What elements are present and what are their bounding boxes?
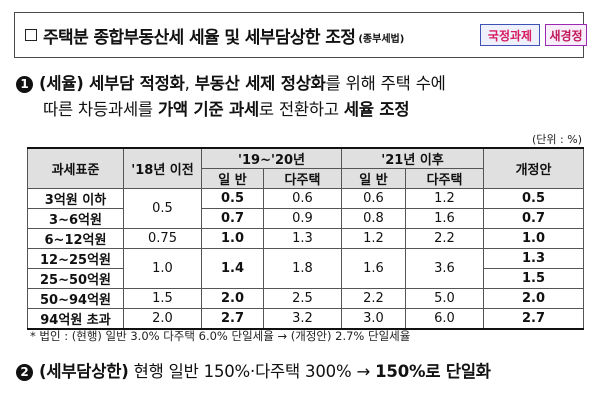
- number-badge-2: 2: [16, 364, 33, 381]
- y19-general-cell: 2.7: [201, 308, 264, 330]
- tax-rate-table: 과세표준 '18년 이전 '19~'20년 '21년 이후 개정안 일 반 다주…: [27, 147, 585, 330]
- header-group-1920: '19~'20년: [201, 147, 342, 169]
- corporate-note: * 법인 : (현행) 일반 3.0% 다주택 6.0% 단일세율 → (개정안…: [30, 329, 411, 343]
- pre18-cell: 1.0: [123, 248, 202, 289]
- y19-multi-cell: 0.6: [263, 188, 342, 209]
- section1-line2-bold-b: 가액 기준 과세: [157, 100, 259, 119]
- section1-text-d: 를 위해 주택 수에: [325, 74, 446, 93]
- table-row: 3억원 이하 0.5 0.5 0.6 0.6 1.2 0.5: [27, 188, 585, 229]
- new-economic-policy-badge: 새경정: [545, 24, 587, 46]
- y21-general-cell: 0.6: [341, 188, 406, 209]
- revised-cell: 1.0: [483, 228, 585, 249]
- revised-cell: 0.7: [483, 208, 585, 229]
- y19-multi-cell: 2.5: [263, 288, 342, 309]
- page-title-sub: (종부세법): [358, 33, 405, 45]
- pre18-cell: 1.5: [123, 288, 202, 309]
- y21-multi-cell: 1.2: [404, 188, 485, 209]
- number-badge-1: 1: [16, 76, 33, 93]
- y21-multi-cell: 5.0: [404, 288, 485, 309]
- bracket-cell: 50~94억원: [27, 288, 124, 309]
- section1-text-b: ,: [184, 74, 195, 93]
- section1-bold-a: (세율) 세부담 적정화: [39, 74, 185, 93]
- section1-line2: 따른 차등과세를 가액 기준 과세로 전환하고 세율 조정: [16, 97, 588, 123]
- section2-text-b: 현행 일반 150%·다주택 300% →: [128, 362, 376, 381]
- revised-cell: 1.5: [483, 268, 585, 289]
- header-group-21: '21년 이후: [340, 147, 485, 169]
- y21-general-cell: 2.2: [341, 288, 406, 309]
- section1-paragraph: 1 (세율) 세부담 적정화, 부동산 세제 정상화를 위해 주택 수에 따른 차…: [16, 71, 588, 123]
- y21-multi-cell: 2.2: [404, 228, 485, 249]
- header-21-multi: 다주택: [404, 168, 485, 189]
- y19-general-cell: 0.5: [201, 188, 264, 209]
- section2-bold-a: (세부담상한): [39, 362, 129, 381]
- pre18-cell: 0.75: [123, 228, 202, 249]
- header-1920-general: 일 반: [201, 168, 264, 189]
- bracket-cell: 25~50억원: [27, 268, 124, 289]
- section1-bold-c: 부동산 세제 정상화: [194, 74, 326, 93]
- page-title: 주택분 종합부동산세 세율 및 세부담상한 조정: [43, 27, 356, 48]
- unit-label: (단위 : %): [532, 133, 582, 146]
- header-revised: 개정안: [483, 147, 585, 189]
- bracket-cell: 3~6억원: [27, 208, 124, 229]
- checkbox-icon: [25, 29, 37, 41]
- bracket-cell: 6~12억원: [27, 228, 124, 249]
- section2-bold-c: 150%로 단일화: [375, 362, 491, 381]
- table-row: 12~25억원 1.0 1.4 1.8 1.6 3.6 1.3: [27, 248, 585, 289]
- bracket-cell: 94억원 초과: [27, 308, 124, 330]
- table-row: 3~6억원 0.7 0.9 0.8 1.6 0.7: [27, 208, 585, 229]
- section1-line2-a: 따른 차등과세를: [43, 100, 158, 119]
- y21-general-cell: 1.6: [341, 248, 406, 289]
- y21-multi-cell: 1.6: [404, 208, 485, 229]
- bracket-cell: 12~25억원: [27, 248, 124, 269]
- table-row: 50~94억원 1.5 2.0 2.5 2.2 5.0 2.0: [27, 288, 585, 309]
- table-row: 94억원 초과 2.0 2.7 3.2 3.0 6.0 2.7: [27, 308, 585, 330]
- header-pre18: '18년 이전: [123, 147, 202, 189]
- national-task-badge: 국정과제: [480, 24, 540, 46]
- y19-general-cell: 1.0: [201, 228, 264, 249]
- y21-general-cell: 1.2: [341, 228, 406, 249]
- y19-general-cell: 2.0: [201, 288, 264, 309]
- section2-paragraph: 2 (세부담상한) 현행 일반 150%·다주택 300% → 150%로 단일화: [16, 358, 491, 382]
- y19-general-cell: 1.4: [201, 248, 264, 289]
- header-box: 주택분 종합부동산세 세율 및 세부담상한 조정 (종부세법) 국정과제 새경정: [14, 12, 587, 58]
- y21-general-cell: 0.8: [341, 208, 406, 229]
- section1-line2-c: 로 전환하고: [258, 100, 344, 119]
- y19-multi-cell: 3.2: [263, 308, 342, 330]
- table-row: 6~12억원 0.75 1.0 1.3 1.2 2.2 1.0: [27, 228, 585, 249]
- header-bracket: 과세표준: [27, 147, 124, 189]
- y21-multi-cell: 3.6: [404, 248, 485, 289]
- header-21-general: 일 반: [341, 168, 406, 189]
- revised-cell: 2.0: [483, 288, 585, 309]
- section1-line2-bold-d: 세율 조정: [343, 100, 410, 119]
- pre18-cell: 2.0: [123, 308, 202, 330]
- y19-multi-cell: 0.9: [263, 208, 342, 229]
- y19-general-cell: 0.7: [201, 208, 264, 229]
- bracket-cell: 3억원 이하: [27, 188, 124, 209]
- revised-cell: 2.7: [483, 308, 585, 330]
- header-1920-multi: 다주택: [263, 168, 342, 189]
- y21-general-cell: 3.0: [341, 308, 406, 330]
- y19-multi-cell: 1.3: [263, 228, 342, 249]
- y19-multi-cell: 1.8: [263, 248, 342, 289]
- revised-cell: 0.5: [483, 188, 585, 209]
- revised-cell: 1.3: [483, 248, 585, 269]
- y21-multi-cell: 6.0: [404, 308, 485, 330]
- pre18-cell: 0.5: [123, 188, 202, 229]
